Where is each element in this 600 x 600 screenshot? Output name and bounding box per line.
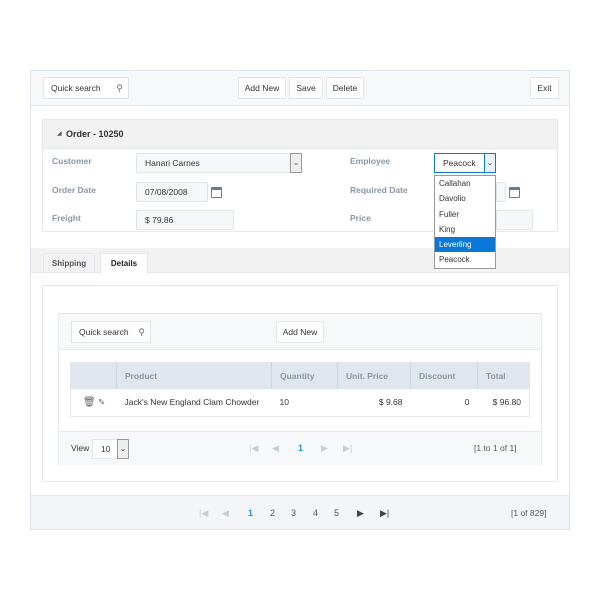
main-pager: |◀ ◀ 1 2 3 4 5 ▶ ▶| [1 of 829] <box>31 495 569 529</box>
cell-quantity: 10 <box>279 397 289 408</box>
page-1[interactable]: 1 <box>248 508 254 518</box>
column-quantity[interactable]: Quantity <box>271 362 338 389</box>
quick-search-input[interactable]: Quick search ⚲ <box>43 77 129 99</box>
cell-unit-price: $ 9.68 <box>378 397 403 408</box>
search-placeholder: Quick search <box>51 83 101 93</box>
last-page-icon[interactable]: ▶| <box>380 508 390 518</box>
first-page-icon[interactable]: |◀ <box>249 443 259 453</box>
customer-value: Hanari Carnes <box>145 158 200 168</box>
customer-label: Customer <box>52 156 92 166</box>
tab-shipping[interactable]: Shipping <box>43 253 95 273</box>
pager-summary: [1 of 829] <box>511 508 547 518</box>
search-icon: ⚲ <box>116 83 123 93</box>
details-panel <box>42 285 558 482</box>
tab-details[interactable]: Details <box>100 253 148 274</box>
details-grid: Quick search ⚲ Add New Product Quantity U… <box>58 313 542 465</box>
price-label: Price <box>350 213 371 223</box>
order-date-value: 07/08/2008 <box>145 187 188 197</box>
collapse-icon[interactable]: ◢ <box>57 131 62 137</box>
chevron-down-icon[interactable]: ⌄ <box>117 439 129 459</box>
required-date-input[interactable] <box>496 182 506 202</box>
customer-select[interactable]: Hanari Carnes ⌄ <box>136 153 302 173</box>
details-add-new-button[interactable]: Add New <box>276 321 324 343</box>
page-4[interactable]: 4 <box>313 508 319 518</box>
column-actions <box>70 362 117 389</box>
employee-option-highlighted[interactable]: Leverling <box>435 237 495 253</box>
employee-option[interactable]: Peacock <box>439 255 470 265</box>
price-input[interactable] <box>496 210 533 230</box>
employee-option[interactable]: Callahan <box>439 179 471 188</box>
employee-option[interactable]: King <box>439 224 456 234</box>
page-5[interactable]: 5 <box>334 508 340 518</box>
order-title: Order - 10250 <box>66 129 124 139</box>
details-toolbar: Quick search ⚲ Add New <box>59 314 541 350</box>
pencil-icon[interactable]: ✎ <box>98 396 106 407</box>
employee-option[interactable]: Davolio <box>439 194 466 204</box>
page-size-select[interactable]: 10 ⌄ <box>92 439 129 459</box>
cell-discount: 0 <box>464 397 470 408</box>
main-toolbar: Quick search ⚲ Add New Save Delete Exit <box>31 71 569 106</box>
order-panel: ◢ Order - 10250 <box>42 119 558 232</box>
chevron-down-icon[interactable]: ⌄ <box>290 153 302 173</box>
required-date-label: Required Date <box>350 185 408 195</box>
add-new-button[interactable]: Add New <box>238 77 286 99</box>
column-product[interactable]: Product <box>116 362 272 389</box>
employee-select[interactable]: Peacock ⌄ <box>434 153 496 173</box>
details-pager: View 10 ⌄ |◀ ◀ 1 ▶ ▶| [1 to 1 of 1] <box>59 431 541 465</box>
employee-label: Employee <box>350 156 391 166</box>
page-size-value: 10 <box>101 444 111 454</box>
last-page-icon[interactable]: ▶| <box>343 443 353 453</box>
column-unit-price[interactable]: Unit. Price <box>337 362 411 389</box>
order-date-input[interactable]: 07/08/2008 <box>136 182 208 202</box>
page-2[interactable]: 2 <box>270 508 276 518</box>
column-discount[interactable]: Discount <box>410 362 478 389</box>
details-range: [1 to 1 of 1] <box>474 443 517 453</box>
employee-dropdown-list: Callahan Davolio Fuller King Leverling P… <box>434 175 496 269</box>
delete-button[interactable]: Delete <box>326 77 364 99</box>
first-page-icon[interactable]: |◀ <box>199 508 209 518</box>
trash-icon[interactable]: 🗑 <box>83 396 96 408</box>
calendar-icon[interactable] <box>211 187 222 198</box>
cell-product: Jack's New England Clam Chowder <box>124 397 260 408</box>
employee-value: Peacock <box>443 158 476 168</box>
order-panel-header[interactable]: ◢ Order - 10250 <box>43 120 557 149</box>
table-header: Product Quantity Unit. Price Discount To… <box>70 362 530 389</box>
next-page-icon[interactable]: ▶ <box>357 508 364 518</box>
page-1[interactable]: 1 <box>298 443 304 453</box>
prev-page-icon[interactable]: ◀ <box>222 508 229 518</box>
prev-page-icon[interactable]: ◀ <box>272 443 279 453</box>
details-table: Product Quantity Unit. Price Discount To… <box>70 362 530 417</box>
order-date-label: Order Date <box>52 185 96 195</box>
freight-value: $ 79.86 <box>145 215 174 225</box>
table-row: 🗑 ✎ Jack's New England Clam Chowder 10 $… <box>71 389 530 417</box>
page-3[interactable]: 3 <box>291 508 297 518</box>
save-button[interactable]: Save <box>289 77 323 99</box>
search-icon: ⚲ <box>138 327 145 337</box>
freight-input[interactable]: $ 79.86 <box>136 210 234 230</box>
exit-button[interactable]: Exit <box>530 77 559 99</box>
freight-label: Freight <box>52 213 81 223</box>
employee-option[interactable]: Fuller <box>439 209 460 219</box>
next-page-icon[interactable]: ▶ <box>321 443 328 453</box>
cell-total: $ 96.80 <box>492 397 521 408</box>
chevron-down-icon[interactable]: ⌄ <box>484 153 496 173</box>
search-placeholder: Quick search <box>79 327 129 337</box>
view-label: View <box>71 443 90 453</box>
calendar-icon[interactable] <box>509 187 520 198</box>
column-total[interactable]: Total <box>477 362 530 389</box>
details-search-input[interactable]: Quick search ⚲ <box>71 321 151 343</box>
